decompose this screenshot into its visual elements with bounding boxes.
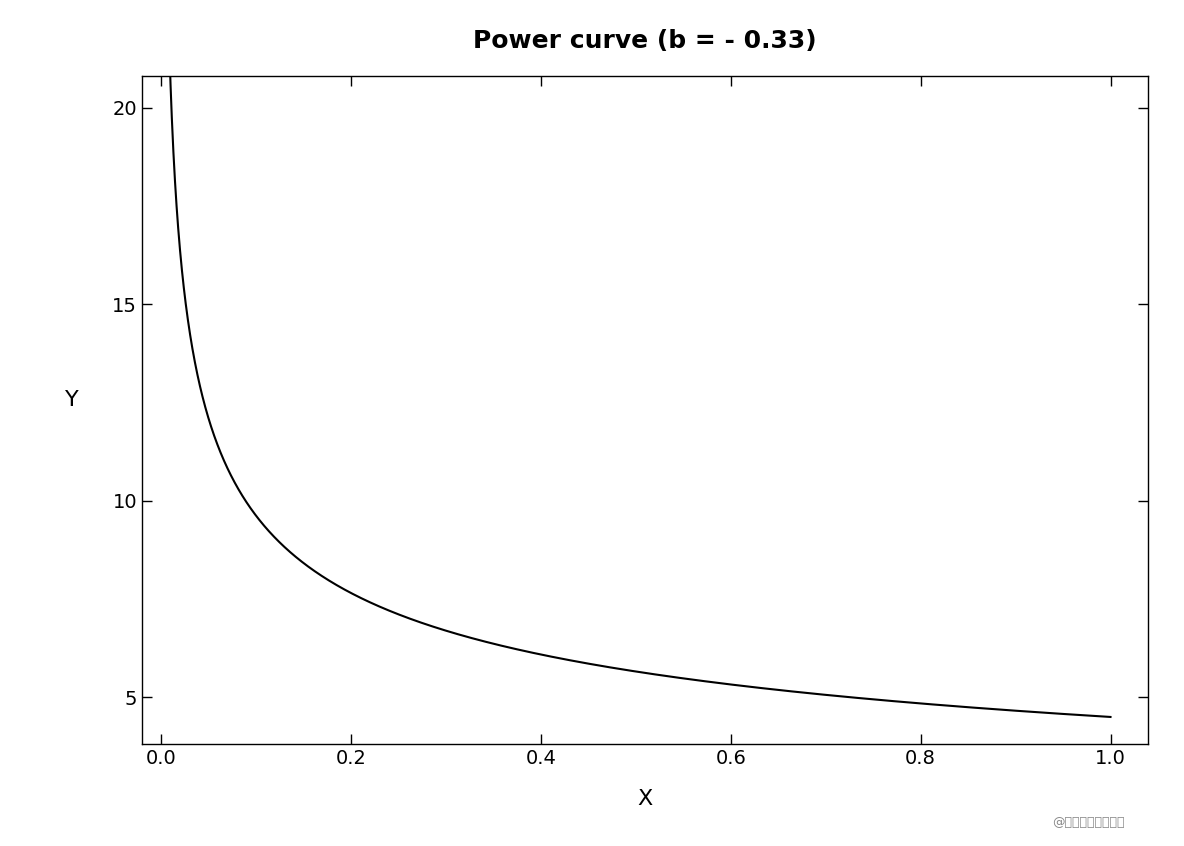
Text: @稀土掘金技术社区: @稀土掘金技术社区 xyxy=(1053,816,1125,829)
Title: Power curve (b = - 0.33): Power curve (b = - 0.33) xyxy=(474,30,817,53)
X-axis label: X: X xyxy=(638,789,652,809)
Y-axis label: Y: Y xyxy=(65,390,78,410)
